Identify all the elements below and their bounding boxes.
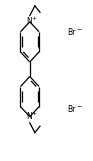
Text: N: N xyxy=(26,17,32,26)
Text: N: N xyxy=(26,112,32,121)
Text: +: + xyxy=(31,111,36,116)
Text: −: − xyxy=(76,26,81,31)
Text: +: + xyxy=(31,16,36,21)
Text: −: − xyxy=(76,103,81,109)
Text: Br: Br xyxy=(67,105,75,114)
Text: Br: Br xyxy=(67,28,75,37)
